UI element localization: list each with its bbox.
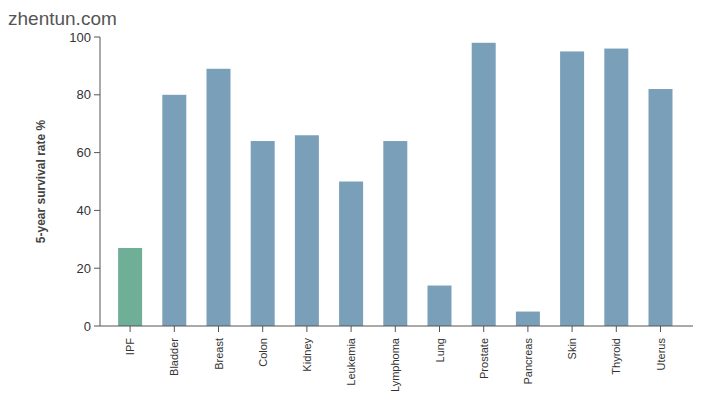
bar [649,89,673,326]
x-tick-label: Skin [566,338,578,359]
y-tick [94,152,100,153]
x-tick-label: Prostate [478,338,490,379]
x-tick [395,326,396,332]
x-tick [351,326,352,332]
x-tick-label: Colon [257,338,269,367]
x-tick [616,326,617,332]
x-tick [262,326,263,332]
y-tick [94,326,100,327]
x-tick-label: Bladder [168,338,180,376]
watermark: zhentun.com [8,8,117,29]
x-tick-label: Leukemia [345,337,357,386]
bar [560,51,584,326]
x-tick [527,326,528,332]
bar [604,49,628,326]
chart-root: zhentun.com 0 20 40 60 80 100 5-year survival r… [0,0,720,416]
bar [162,95,186,326]
y-tick [94,94,100,95]
y-tick [94,268,100,269]
y-tick-label: 60 [77,145,91,160]
y-tick-label: 0 [84,319,91,334]
x-tick [130,326,131,332]
chart: zhentun.com 0 20 40 60 80 100 5-year survival r… [0,0,720,416]
x-tick-label: IPF [124,338,136,355]
bar [472,43,496,326]
bar [516,312,540,326]
x-tick [660,326,661,332]
x-tick [572,326,573,332]
bar [339,182,363,327]
bars [118,43,672,326]
y-tick [94,210,100,211]
x-tick [439,326,440,332]
bar [428,286,452,326]
bar [251,141,275,326]
y-axis-label: 5-year survival rate % [34,119,48,243]
y-tick-label: 20 [77,261,91,276]
bar [383,141,407,326]
y-tick [94,37,100,38]
x-tick-label: Lymphoma [389,337,401,392]
y-axis [100,37,101,326]
bar [295,135,319,326]
x-tick-label: Uterus [655,338,667,371]
x-tick [218,326,219,332]
bar [207,69,231,326]
x-tick-label: Thyroid [610,338,622,375]
x-tick [306,326,307,332]
y-tick-label: 100 [69,30,91,45]
x-tick-label: Lung [434,338,446,362]
x-axis [100,326,693,327]
x-tick-label: Breast [213,338,225,370]
x-tick-label: Pancreas [522,338,534,385]
y-tick-label: 80 [77,87,91,102]
x-tick [483,326,484,332]
y-tick-label: 40 [77,203,91,218]
x-tick [174,326,175,332]
bar [118,248,142,326]
x-tick-label: Kidney [301,338,313,372]
